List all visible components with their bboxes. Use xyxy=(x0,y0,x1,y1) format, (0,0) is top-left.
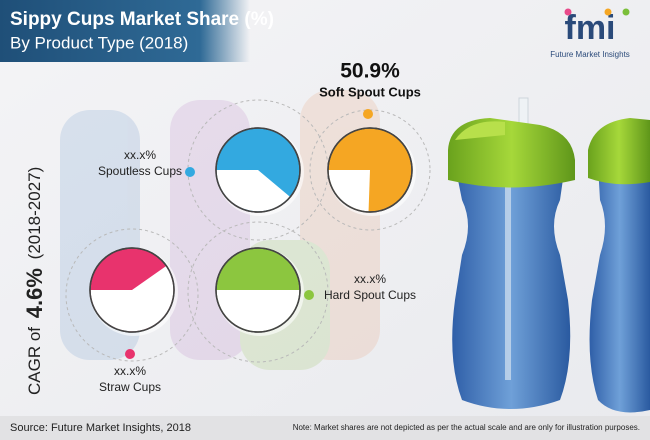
cup-illustration xyxy=(448,97,650,413)
marker-dot xyxy=(304,290,314,300)
logo-dot xyxy=(604,8,612,16)
title: Sippy Cups Market Share (%) xyxy=(10,9,274,30)
footer-bar xyxy=(0,416,650,440)
pie-outline xyxy=(215,247,301,333)
segment-name: Soft Spout Cups xyxy=(319,84,421,99)
source: Source: Future Market Insights, 2018 xyxy=(10,422,191,434)
pie-remainder xyxy=(328,170,370,212)
title-banner xyxy=(0,0,250,62)
cagr-prefix: CAGR of xyxy=(25,327,44,395)
marker-dot xyxy=(125,349,135,359)
faded-cups xyxy=(60,90,380,370)
share-label: xx.x% xyxy=(354,272,386,286)
cagr-text: CAGR of 4.6% (2018-2027) xyxy=(22,167,47,395)
segment-name: Spoutless Cups xyxy=(98,164,182,178)
share-label: xx.x% xyxy=(114,364,146,378)
segment-name: Straw Cups xyxy=(99,380,161,394)
logo-tagline: Future Market Insights xyxy=(550,50,630,59)
cagr: CAGR of 4.6% (2018-2027) xyxy=(22,167,47,395)
share-label: 50.9% xyxy=(340,60,400,83)
share-label: xx.x% xyxy=(124,148,156,162)
pie-remainder xyxy=(216,170,290,212)
logo-dot xyxy=(622,8,630,16)
pie-remainder xyxy=(216,290,300,332)
segment-name: Hard Spout Cups xyxy=(324,288,416,302)
pie-remainder xyxy=(90,266,174,332)
pie-outline xyxy=(89,247,175,333)
note: Note: Market shares are not depicted as … xyxy=(293,423,640,432)
logo-dot xyxy=(564,8,572,16)
marker-dot xyxy=(185,167,195,177)
pie-outline xyxy=(327,127,413,213)
marker-dot xyxy=(363,109,373,119)
pie-outline xyxy=(215,127,301,213)
cagr-period: (2018-2027) xyxy=(25,167,44,260)
cagr-value: 4.6% xyxy=(22,268,47,318)
subtitle: By Product Type (2018) xyxy=(10,33,188,52)
